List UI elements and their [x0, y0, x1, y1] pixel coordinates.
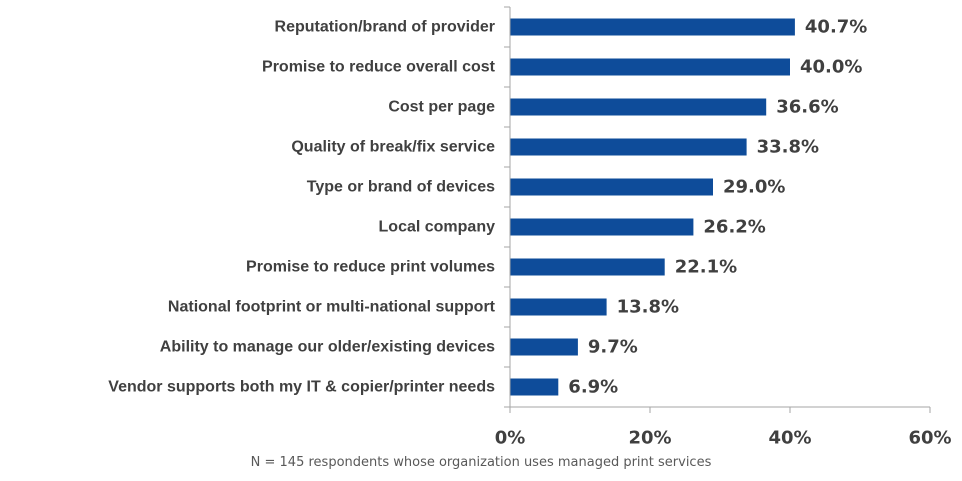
category-label: Vendor supports both my IT & copier/prin…	[108, 379, 495, 396]
bar	[510, 178, 713, 196]
x-tick-label: 20%	[628, 428, 671, 449]
bar	[510, 138, 747, 156]
bar	[510, 18, 795, 36]
x-tick-label: 60%	[908, 428, 951, 449]
x-tick-label: 40%	[768, 428, 811, 449]
x-tick-label: 0%	[495, 428, 526, 449]
data-label: 29.0%	[723, 177, 785, 198]
category-label: Promise to reduce print volumes	[246, 259, 495, 276]
category-label: Reputation/brand of provider	[275, 19, 495, 36]
category-label: Ability to manage our older/existing dev…	[160, 339, 495, 356]
data-label: 22.1%	[675, 257, 737, 278]
category-label: Cost per page	[388, 99, 495, 116]
axes	[504, 6, 931, 413]
data-label: 26.2%	[703, 217, 765, 238]
data-label: 9.7%	[588, 337, 638, 358]
bar	[510, 98, 767, 116]
category-labels: Reputation/brand of provider Promise to r…	[108, 19, 495, 396]
category-label: Promise to reduce overall cost	[262, 59, 496, 76]
data-label: 36.6%	[776, 97, 838, 118]
data-label: 33.8%	[757, 137, 819, 158]
category-label: Quality of break/fix service	[291, 139, 495, 156]
bar	[510, 258, 665, 276]
bar	[510, 338, 578, 356]
value-labels: 40.7% 40.0% 36.6% 33.8% 29.0% 26.2% 22.1% 13.8%…	[568, 17, 867, 398]
bar	[510, 218, 694, 236]
bars	[510, 18, 795, 396]
data-label: 40.0%	[800, 57, 862, 78]
bar	[510, 58, 790, 76]
data-label: 6.9%	[568, 377, 618, 398]
data-label: 40.7%	[805, 17, 867, 38]
category-label: National footprint or multi-national sup…	[168, 299, 496, 316]
x-tick-labels: 0% 20% 40% 60%	[495, 428, 952, 449]
bar	[510, 298, 607, 316]
sample-note: N = 145 respondents whose organization u…	[250, 455, 712, 470]
category-label: Local company	[379, 219, 496, 236]
category-label: Type or brand of devices	[307, 179, 495, 196]
data-label: 13.8%	[617, 297, 679, 318]
bar	[510, 378, 559, 396]
